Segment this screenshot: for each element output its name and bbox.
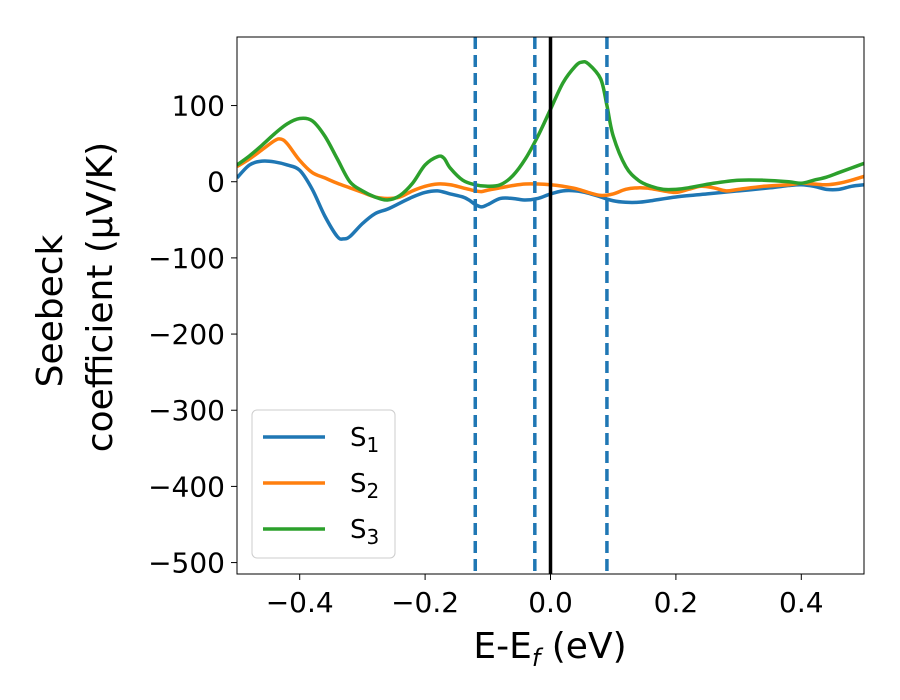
legend-label-s3: S3 <box>350 515 379 549</box>
legend-label-s2: S2 <box>350 469 379 503</box>
x-axis-label-unit: (eV) <box>540 626 626 667</box>
x-tick-label: −0.4 <box>266 586 334 619</box>
series-line-s2 <box>237 137 864 201</box>
axis-ticks: −0.4 −0.2 0.0 0.2 0.4 100 0 −100 −200 −300 −400 −50… <box>148 90 823 619</box>
x-tick-label: −0.2 <box>391 586 459 619</box>
x-tick-label: 0.2 <box>654 586 699 619</box>
legend: S1 S2 S3 <box>251 409 396 559</box>
y-axis-label-line1: Seebeck <box>30 234 71 387</box>
y-axis-label-line2: coefficient (μV/K) <box>80 142 121 452</box>
y-axis-label: Seebeck coefficient (μV/K) <box>30 142 121 452</box>
plot-area <box>237 37 864 574</box>
x-axis-label-main: E-E <box>473 626 531 667</box>
y-tick-label: −200 <box>148 318 225 351</box>
plot-frame <box>236 36 865 575</box>
x-tick-label: 0.0 <box>528 586 573 619</box>
y-tick-label: 100 <box>172 90 225 123</box>
x-axis-label: E-Ef (eV) <box>473 626 626 672</box>
y-tick-label: −300 <box>148 394 225 427</box>
y-tick-label: 0 <box>207 166 225 199</box>
y-tick-label: −400 <box>148 470 225 503</box>
y-tick-label: −500 <box>148 547 225 580</box>
x-tick-label: 0.4 <box>779 586 824 619</box>
legend-label-s1: S1 <box>350 423 379 457</box>
series-line-s3 <box>237 59 864 202</box>
y-tick-label: −100 <box>148 242 225 275</box>
